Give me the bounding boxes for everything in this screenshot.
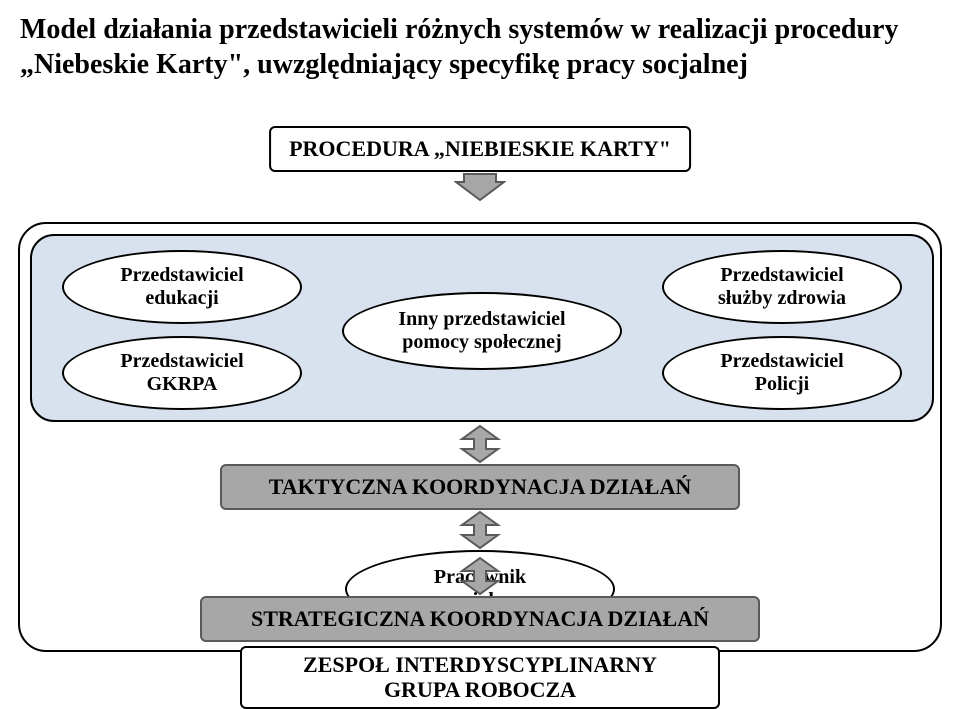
ellipse-edukacji: Przedstawiciel edukacji — [62, 250, 302, 324]
page-title: Model działania przedstawicieli różnych … — [0, 0, 960, 92]
procedura-box: PROCEDURA „NIEBIESKIE KARTY" — [269, 126, 691, 172]
inner-panel: Przedstawiciel edukacji Przedstawiciel G… — [30, 234, 934, 422]
ellipse-policji: Przedstawiciel Policji — [662, 336, 902, 410]
ellipse-label: Przedstawiciel — [720, 350, 843, 372]
zespol-box: ZESPOŁ INTERDYSCYPLINARNY GRUPA ROBOCZA — [240, 646, 720, 709]
ellipse-label: pomocy społecznej — [402, 331, 561, 353]
ellipse-label: Inny przedstawiciel — [398, 308, 565, 330]
ellipse-label: Przedstawiciel — [120, 264, 243, 286]
bi-arrow-icon — [458, 424, 502, 464]
ellipse-label: służby zdrowia — [718, 287, 846, 309]
zespol-line2: GRUPA ROBOCZA — [384, 677, 576, 702]
ellipse-gkrpa: Przedstawiciel GKRPA — [62, 336, 302, 410]
ellipse-label: Policji — [755, 373, 809, 395]
ellipse-label: GKRPA — [147, 373, 218, 395]
ellipse-label: Przedstawiciel — [120, 350, 243, 372]
bi-arrow-icon — [458, 510, 502, 550]
ellipse-zdrowia: Przedstawiciel służby zdrowia — [662, 250, 902, 324]
taktyczna-box: TAKTYCZNA KOORDYNACJA DZIAŁAŃ — [220, 464, 740, 510]
strategiczna-box: STRATEGICZNA KOORDYNACJA DZIAŁAŃ — [200, 596, 760, 642]
zespol-line1: ZESPOŁ INTERDYSCYPLINARNY — [303, 652, 657, 677]
bi-arrow-icon — [458, 556, 502, 596]
ellipse-label: edukacji — [145, 287, 218, 309]
arrow-down-icon — [454, 172, 506, 202]
ellipse-label: Przedstawiciel — [720, 264, 843, 286]
ellipse-inny: Inny przedstawiciel pomocy społecznej — [342, 292, 622, 370]
